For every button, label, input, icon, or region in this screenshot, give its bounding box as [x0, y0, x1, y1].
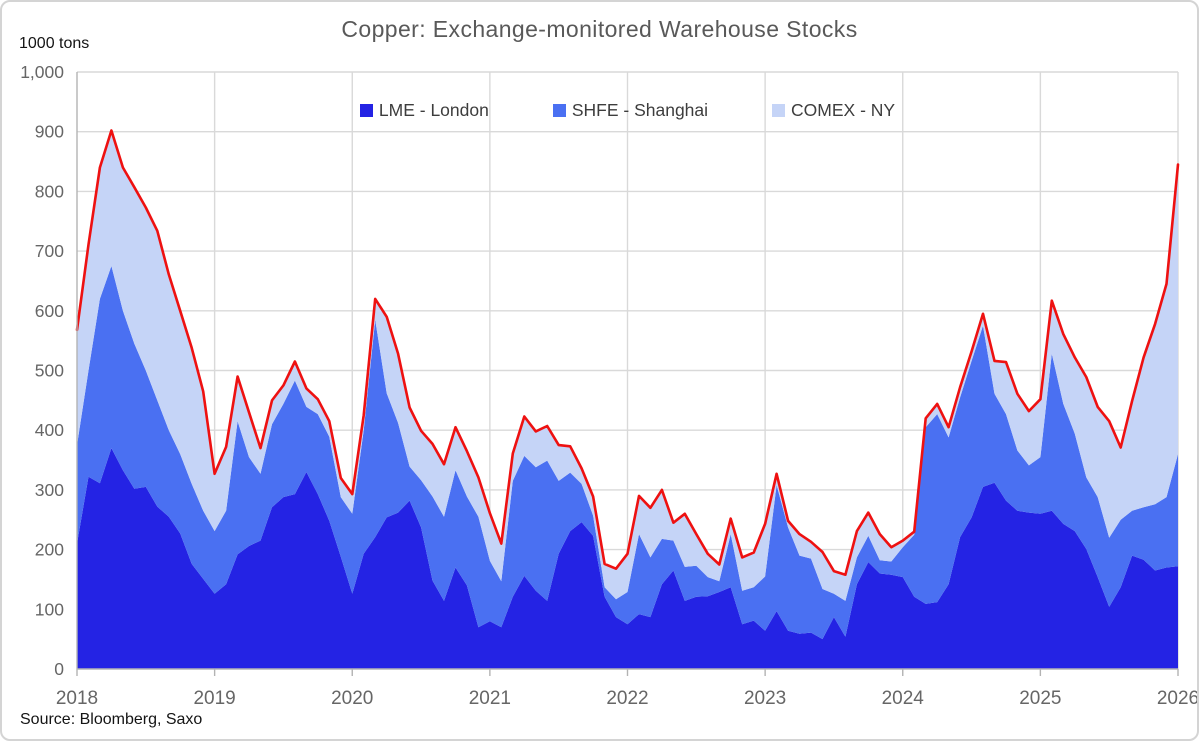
y-tick-label: 800 [35, 181, 64, 201]
x-tick-label: 2022 [606, 688, 648, 709]
y-tick-label: 700 [35, 241, 64, 261]
y-tick-label: 600 [35, 301, 64, 321]
x-tick-label: 2019 [193, 688, 235, 709]
x-tick-label: 2020 [331, 688, 373, 709]
x-tick-label: 2023 [744, 688, 786, 709]
x-tick-label: 2026 [1157, 688, 1199, 709]
y-tick-label: 1,000 [20, 62, 64, 82]
y-tick-label: 900 [35, 122, 64, 142]
x-tick-label: 2021 [469, 688, 511, 709]
y-tick-label: 400 [35, 420, 64, 440]
y-tick-label: 200 [35, 540, 64, 560]
y-tick-label: 500 [35, 361, 64, 381]
y-tick-label: 0 [54, 659, 64, 679]
y-tick-label: 100 [35, 599, 64, 619]
x-tick-label: 2018 [56, 688, 98, 709]
x-tick-label: 2024 [882, 688, 925, 709]
x-tick-label: 2025 [1019, 688, 1061, 709]
source-label: Source: Bloomberg, Saxo [20, 711, 203, 728]
area-shfe [77, 266, 1178, 640]
area-lme [77, 448, 1178, 669]
total-stocks-line [75, 129, 1180, 576]
chart-title: Copper: Exchange-monitored Warehouse Sto… [341, 16, 858, 42]
y-tick-label: 300 [35, 480, 64, 500]
y-axis-unit-label: 1000 tons [19, 35, 90, 52]
